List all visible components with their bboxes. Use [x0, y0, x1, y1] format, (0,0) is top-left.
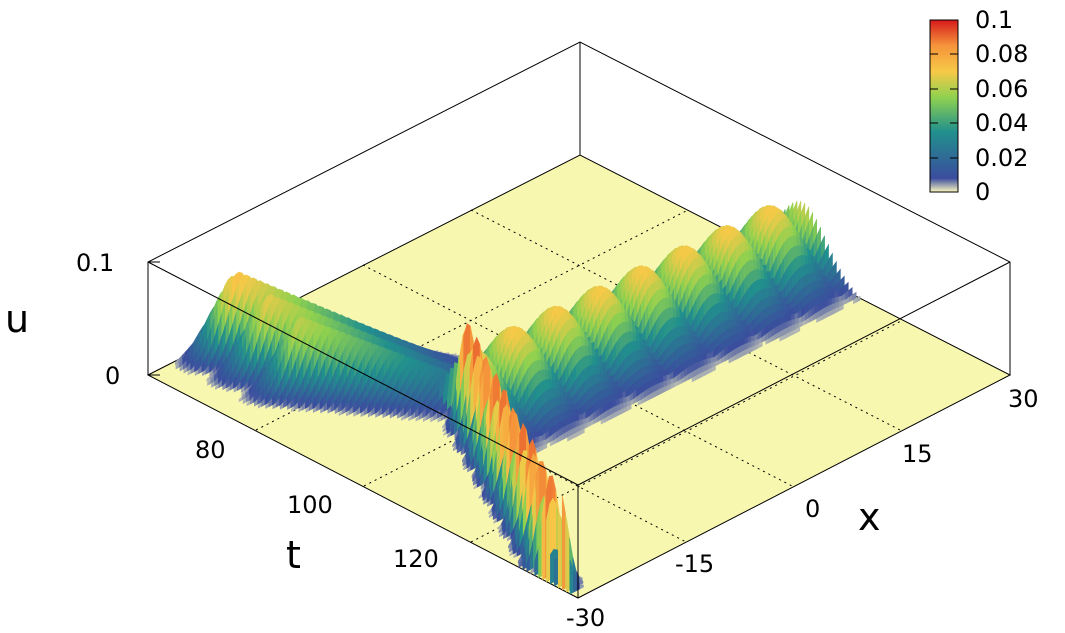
x-axis-label: x	[858, 495, 881, 539]
t-tick-label: 80	[195, 436, 226, 464]
x-tick-label: 15	[902, 440, 933, 468]
z-axis-label: u	[5, 297, 29, 341]
x-tick-label: 30	[1008, 385, 1039, 413]
t-tick-label: 120	[393, 545, 439, 573]
x-tick-label: -15	[675, 550, 714, 578]
x-tick-label: 0	[805, 495, 820, 523]
colorbar-label: 0	[975, 178, 990, 206]
colorbar-label: 0.04	[975, 109, 1028, 137]
surface-strip	[561, 495, 566, 591]
colorbar-label: 0.08	[975, 40, 1028, 68]
colorbar-label: 0.06	[975, 75, 1028, 103]
surface-strip	[554, 557, 558, 587]
surface-strip	[550, 548, 555, 585]
t-tick-label: 100	[287, 491, 333, 519]
t-axis-label: t	[286, 533, 301, 577]
z-tick-label: 0.1	[76, 249, 114, 277]
colorbar	[929, 19, 959, 193]
z-tick-label: 0	[105, 362, 120, 390]
x-tick-label: -30	[566, 604, 605, 632]
surface-layer	[175, 200, 861, 595]
colorbar-label: 0.02	[975, 144, 1028, 172]
surface-strip	[557, 511, 562, 589]
colorbar-label: 0.1	[975, 6, 1013, 34]
